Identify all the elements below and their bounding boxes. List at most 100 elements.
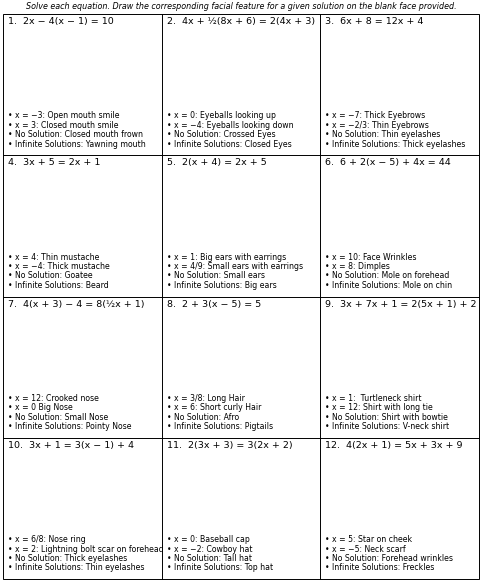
Text: x = −7: Thick Eyebrows: x = −7: Thick Eyebrows [332,111,426,120]
Text: •: • [325,140,330,149]
Text: •: • [325,564,330,572]
Text: x = −4: Eyeballs looking down: x = −4: Eyeballs looking down [174,121,293,130]
Text: Solve each equation. Draw the corresponding facial feature for a given solution : Solve each equation. Draw the correspond… [26,2,456,11]
Text: •: • [325,544,330,554]
Text: x = 2: Lightning bolt scar on forehead: x = 2: Lightning bolt scar on forehead [15,544,164,554]
Text: x = 4: Thin mustache: x = 4: Thin mustache [15,253,99,261]
Text: •: • [325,253,330,261]
Text: •: • [325,271,330,281]
Text: •: • [325,121,330,130]
Text: x = 6/8: Nose ring: x = 6/8: Nose ring [15,535,86,544]
Text: •: • [8,554,13,563]
Text: Infinite Solutions: Thin eyelashes: Infinite Solutions: Thin eyelashes [15,564,145,572]
Text: Infinite Solutions: Thick eyelashes: Infinite Solutions: Thick eyelashes [332,140,466,149]
Text: No Solution: Small ears: No Solution: Small ears [174,271,265,281]
Text: •: • [167,564,171,572]
Text: x = 12: Shirt with long tie: x = 12: Shirt with long tie [332,403,433,413]
Text: •: • [8,271,13,281]
Text: Infinite Solutions: V-neck shirt: Infinite Solutions: V-neck shirt [332,422,449,431]
Text: 11.  2(3x + 3) = 3(2x + 2): 11. 2(3x + 3) = 3(2x + 2) [167,441,292,450]
Text: x = −5: Neck scarf: x = −5: Neck scarf [332,544,406,554]
Text: •: • [8,422,13,431]
Text: 12.  4(2x + 1) = 5x + 3x + 9: 12. 4(2x + 1) = 5x + 3x + 9 [325,441,463,450]
Text: •: • [167,281,171,290]
Text: No Solution: Mole on forehead: No Solution: Mole on forehead [332,271,450,281]
Text: •: • [8,544,13,554]
Text: x = −3: Open mouth smile: x = −3: Open mouth smile [15,111,120,120]
Text: Infinite Solutions: Pigtails: Infinite Solutions: Pigtails [174,422,273,431]
Text: 7.  4(x + 3) − 4 = 8(½x + 1): 7. 4(x + 3) − 4 = 8(½x + 1) [8,299,145,309]
Text: x = 1:  Turtleneck shirt: x = 1: Turtleneck shirt [332,394,422,403]
Text: •: • [167,554,171,563]
Text: •: • [167,394,171,403]
Text: •: • [325,422,330,431]
Text: Infinite Solutions: Big ears: Infinite Solutions: Big ears [174,281,276,290]
Text: No Solution: Shirt with bowtie: No Solution: Shirt with bowtie [332,413,448,422]
Text: No Solution: Thick eyelashes: No Solution: Thick eyelashes [15,554,127,563]
Text: Infinite Solutions: Closed Eyes: Infinite Solutions: Closed Eyes [174,140,292,149]
Text: No Solution: Goatee: No Solution: Goatee [15,271,93,281]
Text: x = 0: Baseball cap: x = 0: Baseball cap [174,535,249,544]
Text: •: • [8,564,13,572]
Text: No Solution: Thin eyelashes: No Solution: Thin eyelashes [332,130,441,139]
Text: •: • [325,413,330,422]
Text: x = 0: Eyeballs looking up: x = 0: Eyeballs looking up [174,111,276,120]
Text: Infinite Solutions: Freckles: Infinite Solutions: Freckles [332,564,435,572]
Text: •: • [8,111,13,120]
Text: •: • [167,140,171,149]
Text: •: • [8,130,13,139]
Text: No Solution: Small Nose: No Solution: Small Nose [15,413,108,422]
Text: •: • [325,262,330,271]
Text: 6.  6 + 2(x − 5) + 4x = 44: 6. 6 + 2(x − 5) + 4x = 44 [325,158,451,167]
Text: •: • [167,130,171,139]
Text: •: • [167,253,171,261]
Text: •: • [167,121,171,130]
Text: •: • [8,394,13,403]
Text: 1.  2x − 4(x − 1) = 10: 1. 2x − 4(x − 1) = 10 [8,17,114,26]
Text: •: • [325,535,330,544]
Text: •: • [8,403,13,413]
Text: 10.  3x + 1 = 3(x − 1) + 4: 10. 3x + 1 = 3(x − 1) + 4 [8,441,134,450]
Text: x = 1: Big ears with earrings: x = 1: Big ears with earrings [174,253,286,261]
Text: x = 3/8: Long Hair: x = 3/8: Long Hair [174,394,244,403]
Text: •: • [8,413,13,422]
Text: 5.  2(x + 4) = 2x + 5: 5. 2(x + 4) = 2x + 5 [167,158,267,167]
Text: Infinite Solutions: Beard: Infinite Solutions: Beard [15,281,109,290]
Text: x = 5: Star on cheek: x = 5: Star on cheek [332,535,413,544]
Text: •: • [8,253,13,261]
Text: x = −2: Cowboy hat: x = −2: Cowboy hat [174,544,252,554]
Text: Infinite Solutions: Top hat: Infinite Solutions: Top hat [174,564,273,572]
Text: No Solution: Crossed Eyes: No Solution: Crossed Eyes [174,130,275,139]
Text: x = 0 Big Nose: x = 0 Big Nose [15,403,73,413]
Text: No Solution: Closed mouth frown: No Solution: Closed mouth frown [15,130,143,139]
Text: •: • [325,554,330,563]
Text: •: • [167,403,171,413]
Text: x = 6: Short curly Hair: x = 6: Short curly Hair [174,403,261,413]
Text: •: • [8,140,13,149]
Text: •: • [167,535,171,544]
Text: x = 8: Dimples: x = 8: Dimples [332,262,390,271]
Text: 4.  3x + 5 = 2x + 1: 4. 3x + 5 = 2x + 1 [8,158,100,167]
Text: Infinite Solutions: Pointy Nose: Infinite Solutions: Pointy Nose [15,422,132,431]
Text: •: • [167,544,171,554]
Text: Infinite Solutions: Mole on chin: Infinite Solutions: Mole on chin [332,281,453,290]
Text: •: • [167,413,171,422]
Text: •: • [325,130,330,139]
Text: •: • [325,403,330,413]
Text: 3.  6x + 8 = 12x + 4: 3. 6x + 8 = 12x + 4 [325,17,424,26]
Text: No Solution: Afro: No Solution: Afro [174,413,239,422]
Text: 9.  3x + 7x + 1 = 2(5x + 1) + 2: 9. 3x + 7x + 1 = 2(5x + 1) + 2 [325,299,477,309]
Text: x = 3: Closed mouth smile: x = 3: Closed mouth smile [15,121,119,130]
Text: No Solution: Forehead wrinkles: No Solution: Forehead wrinkles [332,554,454,563]
Text: x = 4/9: Small ears with earrings: x = 4/9: Small ears with earrings [174,262,303,271]
Text: x = −4: Thick mustache: x = −4: Thick mustache [15,262,110,271]
Text: •: • [325,394,330,403]
Text: •: • [8,281,13,290]
Text: •: • [167,262,171,271]
Text: 2.  4x + ½(8x + 6) = 2(4x + 3): 2. 4x + ½(8x + 6) = 2(4x + 3) [167,17,315,26]
Text: No Solution: Tall hat: No Solution: Tall hat [174,554,252,563]
Text: •: • [167,271,171,281]
Text: •: • [8,535,13,544]
Text: 8.  2 + 3(x − 5) = 5: 8. 2 + 3(x − 5) = 5 [167,299,261,309]
Text: x = 10: Face Wrinkles: x = 10: Face Wrinkles [332,253,417,261]
